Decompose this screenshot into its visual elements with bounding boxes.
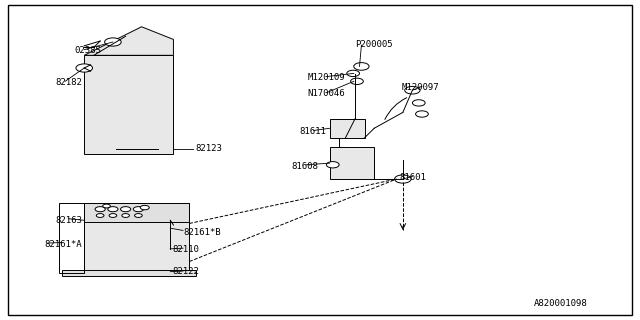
- Text: P200005: P200005: [355, 40, 393, 49]
- Text: 82161*A: 82161*A: [45, 240, 83, 249]
- Text: 81601: 81601: [399, 173, 426, 182]
- Bar: [84, 203, 189, 222]
- Bar: [62, 270, 196, 276]
- Circle shape: [326, 162, 339, 168]
- Circle shape: [76, 64, 93, 72]
- Circle shape: [394, 175, 411, 183]
- Polygon shape: [84, 55, 173, 154]
- Bar: [59, 203, 84, 273]
- Text: 81611: 81611: [300, 127, 326, 136]
- Circle shape: [415, 111, 428, 117]
- Text: A820001098: A820001098: [534, 299, 588, 308]
- Circle shape: [108, 207, 118, 212]
- Text: M120109: M120109: [307, 73, 345, 82]
- Circle shape: [120, 207, 131, 212]
- Circle shape: [134, 214, 142, 217]
- Circle shape: [104, 38, 121, 46]
- Circle shape: [133, 207, 143, 212]
- Text: 82110: 82110: [172, 245, 199, 254]
- Circle shape: [140, 205, 149, 210]
- Bar: [84, 203, 189, 273]
- Text: M120097: M120097: [401, 83, 439, 92]
- Text: 82161*B: 82161*B: [183, 228, 221, 237]
- Text: 82123: 82123: [196, 144, 223, 153]
- Text: 81608: 81608: [291, 162, 318, 171]
- Text: 82163: 82163: [56, 216, 83, 225]
- Circle shape: [122, 214, 129, 217]
- Circle shape: [102, 204, 110, 208]
- Circle shape: [95, 207, 105, 212]
- Bar: [330, 119, 365, 138]
- Text: 0238S: 0238S: [75, 46, 102, 55]
- Circle shape: [412, 100, 425, 106]
- Circle shape: [354, 63, 369, 70]
- Circle shape: [109, 214, 116, 217]
- Circle shape: [404, 86, 420, 94]
- Text: N170046: N170046: [307, 89, 345, 98]
- Circle shape: [97, 214, 104, 217]
- Text: 82122: 82122: [172, 267, 199, 276]
- Circle shape: [347, 70, 360, 76]
- Text: 82182: 82182: [56, 78, 83, 87]
- Circle shape: [351, 78, 364, 84]
- Bar: [330, 147, 374, 179]
- Polygon shape: [84, 27, 173, 55]
